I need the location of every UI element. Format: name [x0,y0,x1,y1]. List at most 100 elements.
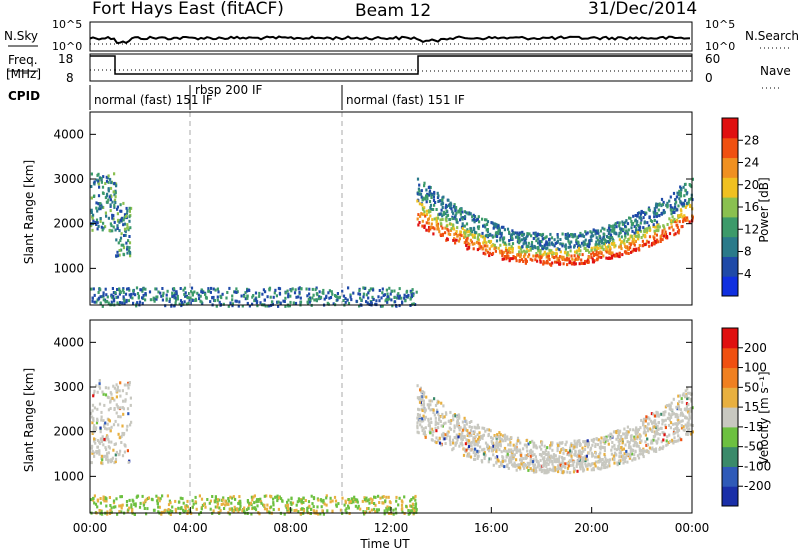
velocity-cell [428,399,431,403]
power-cell [446,214,449,218]
power-cell [587,245,591,249]
power-cell [314,288,317,292]
velocity-cell [308,504,311,508]
power-cell [264,304,267,308]
velocity-cell [662,410,665,414]
velocity-cell [184,509,187,513]
velocity-cell [201,503,204,507]
power-cell [527,249,530,253]
power-cell [614,231,617,235]
velocity-cell [91,403,95,407]
velocity-cell [246,500,250,504]
velocity-cell [690,432,693,436]
power-cell [95,223,98,226]
power-cell [419,214,422,218]
velocity-cell [295,503,298,507]
power-cell [441,214,444,218]
power-cell [289,294,292,298]
velocity-cell [104,426,107,430]
velocity-cell [98,382,101,386]
velocity-cell [655,410,658,414]
power-cell [436,216,440,220]
power-cell [596,243,599,247]
power-cell [127,239,130,243]
velocity-cell [620,455,623,459]
power-cell [137,294,140,298]
velocity-cell [251,506,254,510]
velocity-cell [449,440,452,444]
power-cell [287,295,290,299]
power-cell [571,257,574,261]
velocity-cell [90,461,93,465]
velocity-cell [412,496,415,500]
power-cell [610,251,613,255]
power-cell [551,261,554,265]
power-cell [445,219,448,223]
power-cell [441,226,444,230]
velocity-cell [477,437,480,441]
power-cell [688,220,691,224]
power-cell [590,239,593,243]
velocity-cell [128,498,131,502]
power-cell [488,251,492,255]
power-cell [670,212,673,216]
power-cell [624,235,627,239]
velocity-cell [609,437,612,441]
velocity-cell [449,410,452,414]
velocity-cell [679,394,682,398]
velocity-cell [239,504,242,508]
power-cell [116,301,119,305]
velocity-cell [664,418,667,422]
velocity-cell [299,512,302,516]
velocity-cell [229,495,232,499]
power-cell [412,292,415,296]
velocity-cell [98,386,102,390]
power-cell [480,234,483,238]
power-cell [542,260,545,264]
power-cell [518,233,521,237]
power-cell [647,240,650,244]
velocity-cell [302,509,306,513]
velocity-cell [674,439,677,443]
velocity-cell [611,445,614,449]
velocity-cell [157,510,160,514]
power-cell [633,243,636,247]
velocity-cell [138,505,142,509]
velocity-cell [263,503,266,507]
velocity-cell [369,497,372,501]
velocity-cell [499,442,502,446]
power-cell [482,246,485,250]
power-cell [679,200,682,204]
power-cell [284,291,287,295]
power-cell [481,235,485,239]
power-cell [308,292,311,296]
velocity-cell [492,453,495,457]
power-cell [499,243,502,247]
power-cell [420,212,423,216]
xaxis-label: Time UT [359,537,410,551]
power-cell [527,255,530,259]
power-ytick-label: 1000 [53,261,84,275]
power-cell [119,203,122,207]
power-cell [463,224,466,228]
velocity-cell [529,440,532,444]
velocity-cell [441,424,444,428]
power-ytick-label: 4000 [53,127,84,141]
power-cell [105,175,108,179]
velocity-cell [466,432,469,435]
power-cell [655,233,658,237]
velocity-cbar-label: 100 [744,361,767,375]
velocity-cell [478,431,481,435]
power-cell [488,254,491,258]
power-cell [430,222,433,226]
power-cell [184,291,187,295]
velocity-cell [296,500,299,504]
power-cell [433,190,436,194]
power-cell [618,231,621,235]
power-cell [365,300,368,304]
velocity-cbar-frame [721,327,739,507]
power-cell [631,249,634,253]
velocity-cell [468,452,471,456]
velocity-cell [676,422,679,426]
power-cell [605,256,608,260]
